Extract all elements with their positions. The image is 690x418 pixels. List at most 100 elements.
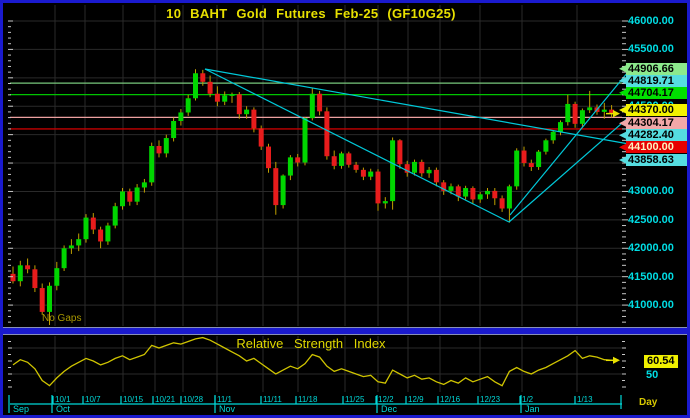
candle-body xyxy=(309,93,315,119)
week-tick-label: 11/18 xyxy=(298,395,318,404)
candle-body xyxy=(514,150,520,187)
candle-body xyxy=(251,109,257,129)
candle-body xyxy=(375,171,381,204)
price-level-label: 44282.40 xyxy=(626,129,688,142)
week-tick-label: 11/25 xyxy=(345,395,365,404)
candle-body xyxy=(441,182,447,191)
candle-body xyxy=(149,146,155,183)
candle-body xyxy=(448,186,454,191)
candle-body xyxy=(485,190,490,195)
price-tick-label: 45500.00 xyxy=(628,43,674,56)
candle-body xyxy=(287,157,293,176)
rsi-last-arrow-icon xyxy=(613,356,620,364)
timeframe-label[interactable]: Day xyxy=(639,397,658,408)
candle-body xyxy=(565,103,571,123)
candle-body xyxy=(10,273,16,282)
candle-body xyxy=(171,121,177,139)
candle-body xyxy=(83,217,89,240)
week-tick-label: 12/16 xyxy=(440,395,461,404)
candle-body xyxy=(120,191,125,207)
trendline[interactable] xyxy=(508,116,630,223)
week-tick-label: 10/28 xyxy=(183,395,204,404)
candle-body xyxy=(76,239,82,246)
month-label: Nov xyxy=(219,404,236,414)
candle-body xyxy=(492,190,498,199)
candle-body xyxy=(477,194,483,200)
candle-body xyxy=(521,150,527,164)
level-label-pointer-icon xyxy=(619,65,626,73)
candle-body xyxy=(178,112,184,121)
week-tick-label: 12/2 xyxy=(378,395,394,404)
date-axis-lines xyxy=(8,395,622,413)
candle-body xyxy=(127,191,133,202)
no-gaps-label: No Gaps xyxy=(42,313,82,324)
level-label-pointer-icon xyxy=(619,89,626,97)
candle-body xyxy=(360,169,366,177)
gridlines xyxy=(10,5,622,392)
price-level-label: 44100.00 xyxy=(626,141,688,154)
candle-body xyxy=(499,198,505,209)
candle-body xyxy=(463,188,469,197)
candle-body xyxy=(572,103,578,124)
candle-body xyxy=(419,161,425,174)
candle-body xyxy=(404,164,410,173)
rsi-line xyxy=(12,336,612,387)
price-tick-label: 42500.00 xyxy=(628,213,674,226)
candle-body xyxy=(141,182,147,188)
candle-body xyxy=(331,156,337,166)
trendline[interactable] xyxy=(204,68,630,145)
candle-body xyxy=(273,168,279,206)
trendlines[interactable] xyxy=(204,68,630,223)
candle-body xyxy=(528,163,534,168)
candle-body xyxy=(543,140,549,152)
trendline[interactable] xyxy=(509,71,629,216)
candle-body xyxy=(579,110,585,124)
candle-body xyxy=(382,201,388,204)
week-tick-label: 1/2 xyxy=(522,395,534,404)
candle-body xyxy=(185,98,191,113)
candle-body xyxy=(601,109,607,112)
price-last-arrow-icon xyxy=(613,110,620,118)
candle-body xyxy=(193,73,198,99)
candle-body xyxy=(426,169,432,174)
candle-body xyxy=(455,186,461,197)
candle-body xyxy=(98,229,104,242)
candle-body xyxy=(324,111,330,157)
candle-body xyxy=(244,109,250,115)
candle-body xyxy=(207,81,213,94)
candle-body xyxy=(32,269,38,289)
price-level-label: 44370.00 xyxy=(626,104,688,116)
panel-separator xyxy=(0,327,690,335)
candle-body xyxy=(214,93,220,102)
candle-body xyxy=(536,151,542,168)
candle-body xyxy=(222,95,228,102)
week-tick-label: 10/15 xyxy=(123,395,144,404)
trendline[interactable] xyxy=(204,68,510,223)
week-tick-label: 10/21 xyxy=(155,395,176,404)
week-tick-label: 11/11 xyxy=(263,395,282,404)
candle-body xyxy=(68,245,74,249)
candle-body xyxy=(412,161,417,173)
candle-body xyxy=(587,107,593,111)
candle-body xyxy=(25,265,31,270)
price-level-label: 43858.63 xyxy=(626,154,688,166)
candle-body xyxy=(266,146,271,169)
week-tick-label: 10/7 xyxy=(85,395,101,404)
candle-body xyxy=(134,187,140,202)
level-label-pointer-icon xyxy=(619,156,626,164)
candle-body xyxy=(39,288,45,312)
rsi-panel-title: Relative Strength Index xyxy=(236,336,386,351)
candle-body xyxy=(47,285,52,312)
price-level-label: 44704.17 xyxy=(626,86,688,99)
week-tick-label: 11/1 xyxy=(217,395,232,404)
candle-body xyxy=(353,164,359,170)
candle-body xyxy=(258,128,264,147)
level-label-pointer-icon xyxy=(619,119,626,127)
month-label: Dec xyxy=(381,404,398,414)
rsi-reference-level-label: 50 xyxy=(646,369,659,381)
candle-body xyxy=(390,140,396,202)
price-tick-label: 41000.00 xyxy=(628,299,674,312)
candle-body xyxy=(17,265,23,282)
candle-body xyxy=(506,186,512,209)
